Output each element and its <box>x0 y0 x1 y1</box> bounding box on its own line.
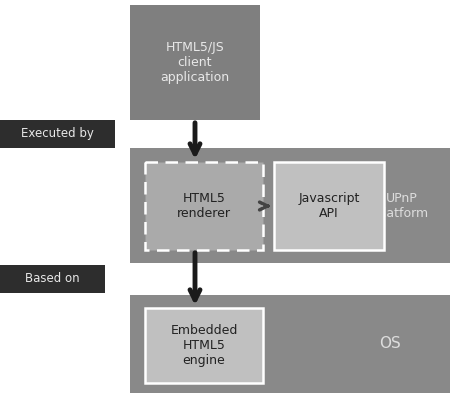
Bar <box>130 148 450 263</box>
Bar <box>145 308 263 383</box>
Bar <box>0 120 115 148</box>
Text: OS: OS <box>379 336 401 351</box>
Text: Embedded
HTML5
engine: Embedded HTML5 engine <box>170 324 238 367</box>
Text: Based on: Based on <box>25 273 80 285</box>
Text: HTML5
renderer: HTML5 renderer <box>177 192 231 220</box>
Text: UPnP
platform: UPnP platform <box>375 191 429 220</box>
Text: HTML5/JS
client
application: HTML5/JS client application <box>161 41 230 84</box>
Text: Javascript
API: Javascript API <box>298 192 360 220</box>
Bar <box>0 265 105 293</box>
Bar <box>145 162 263 250</box>
Bar <box>130 295 450 393</box>
Text: Executed by: Executed by <box>21 127 94 140</box>
Bar <box>130 5 260 120</box>
Bar <box>274 162 384 250</box>
